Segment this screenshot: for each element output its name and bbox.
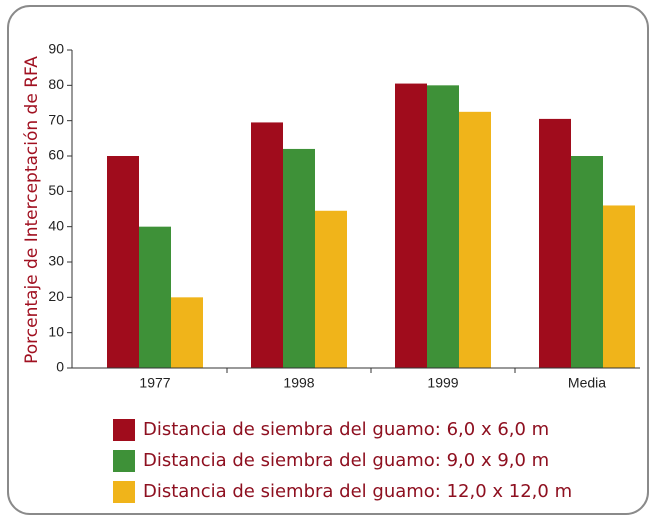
y-tick-label: 40 — [48, 217, 64, 233]
bar — [395, 83, 427, 369]
bar — [427, 85, 459, 368]
legend-label: Distancia de siembra del guamo: 12,0 x 1… — [143, 481, 572, 502]
bar — [283, 148, 315, 368]
legend-swatch — [113, 481, 135, 503]
y-tick-label: 50 — [48, 182, 64, 198]
bar — [139, 226, 171, 368]
y-tick-label: 90 — [48, 41, 64, 57]
legend-label: Distancia de siembra del guamo: 9,0 x 9,… — [143, 450, 549, 471]
y-tick-label: 10 — [48, 323, 64, 339]
x-tick-label: 1999 — [427, 375, 458, 391]
bar — [459, 111, 491, 368]
legend-swatch — [113, 419, 135, 441]
y-tick-label: 70 — [48, 111, 64, 127]
bar — [603, 205, 635, 368]
y-tick-label: 30 — [48, 253, 64, 269]
bar — [171, 297, 203, 368]
bar — [539, 118, 571, 369]
y-tick-label: 60 — [48, 147, 64, 163]
y-tick-label: 0 — [56, 359, 64, 375]
bar — [251, 122, 283, 368]
bar — [107, 156, 139, 368]
y-tick-label: 20 — [48, 288, 64, 304]
bar — [571, 156, 603, 368]
x-tick-label: 1977 — [139, 375, 170, 391]
legend-swatch — [113, 450, 135, 472]
x-tick-label: Media — [568, 375, 606, 391]
x-tick-label: 1998 — [283, 375, 314, 391]
y-tick-label: 80 — [48, 76, 64, 92]
y-axis-title: Porcentaje de Interceptación de RFA — [22, 56, 42, 364]
legend-label: Distancia de siembra del guamo: 6,0 x 6,… — [143, 419, 549, 440]
bar — [315, 210, 347, 368]
